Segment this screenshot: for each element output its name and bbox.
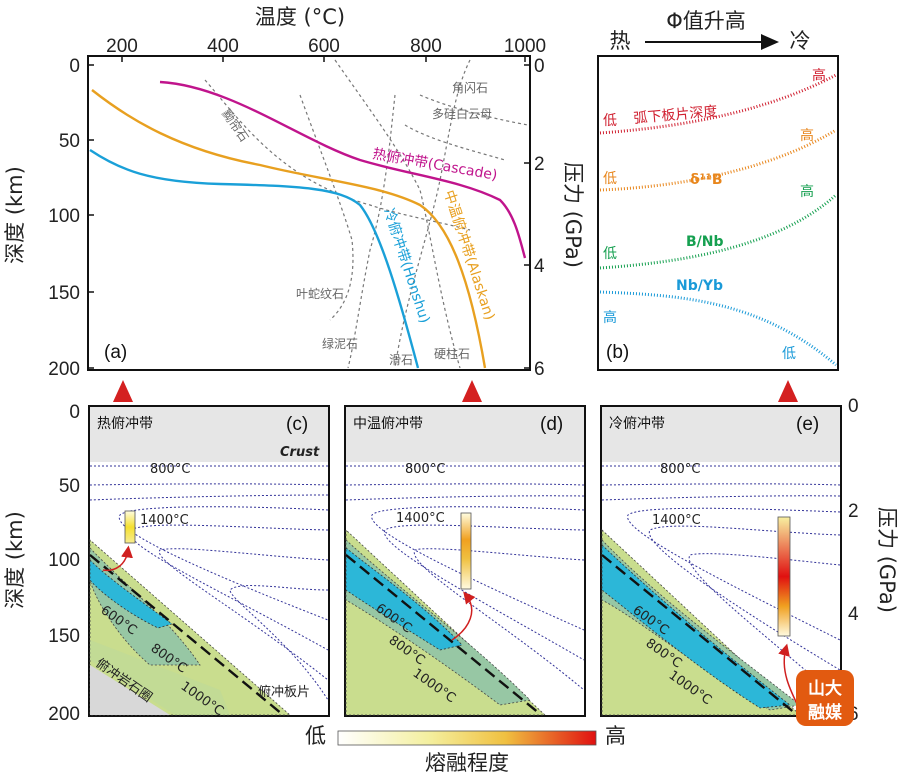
phase-label: 多硅白云母 bbox=[432, 106, 492, 121]
left-tick: 100 bbox=[48, 206, 80, 227]
row-name: B/Nb bbox=[686, 234, 724, 250]
top-axis-title: 温度 (°C) bbox=[255, 5, 345, 29]
row-name: δ¹¹B bbox=[690, 172, 723, 188]
top-tick: 1000 bbox=[504, 36, 546, 57]
volcano-marker bbox=[778, 380, 798, 402]
panel-b-hot: 热 bbox=[610, 29, 631, 53]
panel-a-left-axis: 0 50 100 150 200 深度 (km) bbox=[3, 56, 80, 380]
trend-line-2 bbox=[599, 128, 837, 192]
slab-label: 俯冲板片 bbox=[258, 684, 310, 700]
melt-column bbox=[460, 512, 472, 590]
low-label: 低 bbox=[603, 113, 617, 129]
right-tick: 2 bbox=[534, 154, 545, 175]
trend-line-3 bbox=[599, 193, 837, 270]
crust-label: Crust bbox=[280, 445, 320, 460]
panel-a-label: (a) bbox=[104, 342, 127, 363]
svg-text:融媒: 融媒 bbox=[808, 702, 843, 723]
panel-d: 中温俯冲带 (d) 800°C 1400°C 600°C 800°C 1000°… bbox=[344, 405, 586, 717]
left-tick: 100 bbox=[48, 550, 80, 571]
phase-label: 硬柱石 bbox=[434, 346, 470, 361]
panel-title: 冷俯冲带 bbox=[609, 416, 665, 432]
panel-b-cold: 冷 bbox=[790, 29, 811, 53]
top-tick: 400 bbox=[207, 36, 239, 57]
right-tick: 4 bbox=[848, 604, 859, 625]
panel-b-frame bbox=[597, 55, 839, 371]
high-label: 高 bbox=[603, 309, 617, 326]
left-tick: 0 bbox=[69, 402, 80, 423]
phase-label: 滑石 bbox=[389, 353, 413, 367]
phase-label: 绿泥石 bbox=[322, 336, 358, 351]
panel-a: 角闪石 多硅白云母 黝帘石 叶蛇纹石 绿泥石 滑石 硬柱石 热俯冲带(Casca… bbox=[87, 55, 531, 371]
iso-1400: 1400°C bbox=[140, 513, 189, 528]
left-axis-title: 深度 (km) bbox=[3, 166, 27, 264]
left-tick: 0 bbox=[69, 56, 80, 77]
right-axis-title: 压力 (GPa) bbox=[875, 507, 899, 613]
trend-line-4 bbox=[599, 290, 837, 367]
curve-mid bbox=[91, 89, 487, 369]
top-tick: 800 bbox=[410, 36, 442, 57]
panel-title: 热俯冲带 bbox=[97, 416, 153, 432]
curve-cold bbox=[89, 149, 420, 369]
panel-b-label: (b) bbox=[606, 342, 629, 363]
top-tick: 600 bbox=[308, 36, 340, 57]
top-axis-ticks: 200 400 600 800 1000 bbox=[106, 36, 546, 57]
low-label: 低 bbox=[603, 246, 617, 262]
high-label: 高 bbox=[812, 67, 826, 84]
melt-column bbox=[124, 510, 136, 544]
left-tick: 50 bbox=[59, 131, 80, 152]
high-label: 高 bbox=[800, 183, 814, 200]
phase-label: 叶蛇纹石 bbox=[296, 286, 344, 301]
panel-e: 冷俯冲带 (e) 800°C 1400°C 600°C 800°C 1000°C bbox=[600, 405, 842, 717]
legend-bar bbox=[337, 730, 597, 746]
iso-800: 800°C bbox=[150, 462, 190, 477]
phase-label: 角闪石 bbox=[452, 81, 488, 95]
right-tick: 0 bbox=[534, 56, 545, 77]
lower-left-axis: 0 50 100 150 200 深度 (km) bbox=[3, 402, 80, 725]
volcano-marker bbox=[462, 380, 482, 402]
left-tick: 200 bbox=[48, 359, 80, 380]
right-tick: 4 bbox=[534, 256, 545, 277]
legend-title: 熔融程度 bbox=[425, 751, 509, 775]
panel-b-title: Φ值升高 bbox=[666, 9, 746, 33]
iso-800: 800°C bbox=[660, 462, 700, 477]
svg-text:山大: 山大 bbox=[808, 678, 842, 699]
panel-title: 中温俯冲带 bbox=[353, 416, 423, 432]
panel-b: 热 Φ值升高 冷 低 弧下板片深度 高 低 δ¹¹B 高 低 B/Nb 高 高 … bbox=[597, 9, 839, 371]
left-axis-title: 深度 (km) bbox=[3, 511, 27, 609]
left-tick: 150 bbox=[48, 283, 80, 304]
right-tick: 6 bbox=[534, 359, 545, 380]
panel-a-right-axis: 0 2 4 6 压力 (GPa) bbox=[534, 56, 585, 380]
low-label: 低 bbox=[782, 346, 796, 362]
panel-c: 热俯冲带 (c) Crust 800°C 1400°C 600°C 800°C … bbox=[88, 405, 330, 719]
left-tick: 50 bbox=[59, 476, 80, 497]
iso-800: 800°C bbox=[405, 462, 445, 477]
legend-high: 高 bbox=[605, 724, 626, 748]
watermark-logo: 山大 融媒 bbox=[796, 670, 854, 726]
melt-legend: 低 高 熔融程度 bbox=[305, 724, 626, 775]
row-name: Nb/Yb bbox=[676, 278, 723, 294]
trend-line-1 bbox=[599, 73, 837, 135]
iso-1400: 1400°C bbox=[652, 513, 701, 528]
panel-label: (c) bbox=[286, 414, 308, 435]
top-tick: 200 bbox=[106, 36, 138, 57]
row-name: 弧下板片深度 bbox=[633, 104, 718, 127]
left-tick: 200 bbox=[48, 704, 80, 725]
right-tick: 0 bbox=[848, 396, 859, 417]
panel-label: (d) bbox=[540, 414, 563, 435]
left-tick: 150 bbox=[48, 626, 80, 647]
panel-label: (e) bbox=[796, 414, 819, 435]
curve-hot bbox=[159, 80, 527, 259]
high-label: 高 bbox=[800, 127, 814, 144]
legend-low: 低 bbox=[305, 724, 326, 748]
lower-right-axis: 0 2 4 6 压力 (GPa) bbox=[848, 396, 899, 725]
right-tick: 2 bbox=[848, 501, 859, 522]
volcano-marker bbox=[113, 380, 133, 402]
right-axis-title: 压力 (GPa) bbox=[561, 162, 585, 268]
melt-column bbox=[777, 516, 791, 637]
iso-1400: 1400°C bbox=[396, 511, 445, 526]
low-label: 低 bbox=[603, 171, 617, 187]
